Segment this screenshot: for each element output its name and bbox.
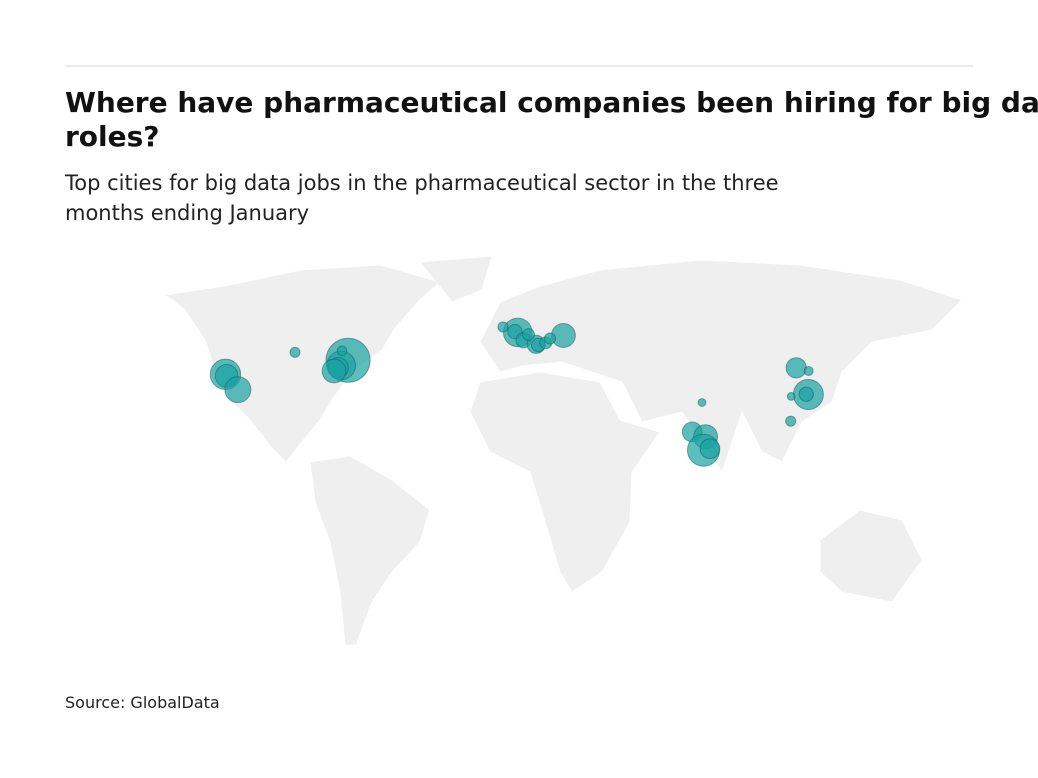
city-bubble [697, 398, 707, 407]
world-map [163, 255, 963, 646]
city-bubble [224, 376, 252, 404]
city-bubble [785, 357, 807, 379]
chart-title: Where have pharmaceutical companies been… [65, 86, 1038, 153]
north-america [163, 264, 442, 463]
city-bubble [785, 415, 797, 427]
bubbles [209, 317, 824, 467]
eurasia [479, 259, 963, 474]
city-bubble [321, 358, 347, 384]
south-america [309, 455, 431, 646]
city-bubble [289, 346, 301, 358]
africa [469, 371, 661, 593]
source: Source: GlobalData [65, 693, 220, 712]
city-bubble [336, 345, 348, 357]
city-bubble [699, 438, 721, 460]
city-bubble [798, 386, 814, 402]
chart-subtitle: Top cities for big data jobs in the phar… [64, 171, 779, 225]
greenland [419, 255, 493, 303]
city-bubble [522, 328, 536, 342]
city-bubble [786, 391, 796, 401]
city-bubble [497, 321, 509, 333]
city-bubble [543, 332, 557, 345]
australia [819, 509, 923, 603]
city-bubble [803, 365, 814, 376]
